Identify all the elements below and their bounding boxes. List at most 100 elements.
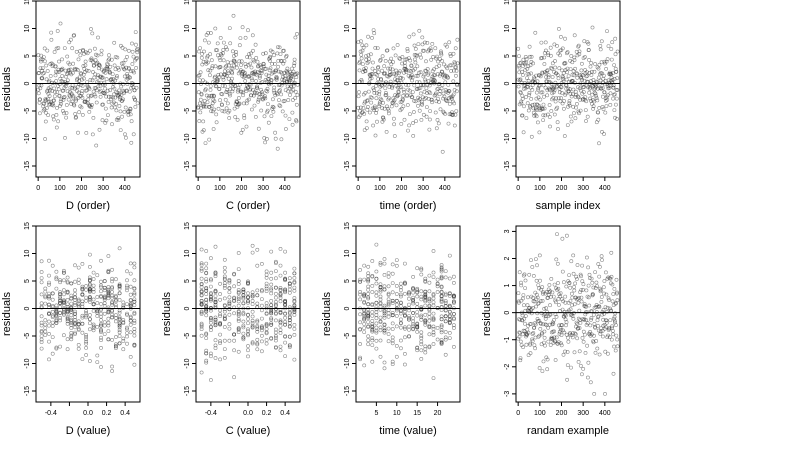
data-point	[596, 328, 601, 333]
data-point	[269, 309, 274, 314]
data-point	[519, 283, 524, 288]
data-point	[132, 88, 137, 93]
x-tick-label: 0.4	[120, 410, 130, 417]
data-point	[273, 295, 278, 300]
data-point	[236, 318, 241, 323]
data-point	[54, 269, 59, 274]
data-point	[524, 342, 529, 347]
data-point	[208, 291, 213, 295]
data-point	[264, 341, 269, 346]
data-point	[209, 58, 214, 63]
data-point	[42, 71, 46, 75]
data-point	[290, 110, 295, 115]
data-point	[117, 341, 122, 346]
data-point	[40, 66, 45, 71]
data-point	[222, 355, 227, 360]
data-point	[119, 84, 124, 89]
data-point	[216, 106, 221, 111]
data-point	[562, 309, 567, 314]
data-point	[431, 249, 436, 253]
data-point	[262, 136, 267, 140]
data-point	[123, 132, 127, 137]
data-point	[543, 113, 548, 118]
data-point	[591, 285, 596, 290]
data-point	[39, 337, 44, 342]
data-point	[125, 283, 129, 288]
data-point	[269, 317, 274, 322]
data-point	[377, 92, 382, 97]
data-point	[86, 97, 91, 102]
data-point	[45, 48, 50, 53]
data-point	[259, 289, 264, 294]
data-point	[382, 309, 387, 314]
data-point	[91, 308, 96, 313]
data-point	[575, 326, 580, 331]
data-point	[435, 54, 439, 59]
data-point	[99, 365, 103, 369]
data-point	[418, 70, 423, 75]
data-point	[88, 94, 93, 99]
data-point	[246, 97, 251, 102]
data-point	[411, 326, 416, 331]
data-point	[423, 298, 428, 303]
data-point	[414, 53, 419, 58]
data-point	[283, 278, 288, 283]
data-point	[386, 326, 391, 331]
data-point	[585, 70, 589, 75]
data-point	[128, 302, 133, 306]
data-point	[542, 306, 547, 311]
data-point	[80, 286, 85, 291]
data-point	[366, 284, 371, 289]
data-point	[278, 330, 283, 335]
data-point	[453, 46, 458, 51]
data-point	[594, 94, 598, 98]
data-point	[358, 312, 363, 317]
data-point	[585, 321, 590, 326]
scatter-points	[196, 13, 300, 151]
data-point	[362, 363, 367, 368]
data-point	[273, 130, 278, 135]
data-point	[278, 291, 283, 296]
data-point	[218, 320, 223, 325]
data-point	[39, 323, 44, 328]
data-point	[273, 269, 278, 274]
data-point	[236, 96, 241, 100]
x-tick-label: 20	[434, 410, 442, 417]
data-point	[586, 295, 591, 300]
data-point	[204, 351, 209, 356]
data-point	[605, 97, 610, 102]
data-point	[431, 342, 436, 346]
y-tick-label: -15	[344, 161, 351, 171]
data-point	[218, 297, 223, 302]
data-point	[407, 88, 412, 93]
data-point	[107, 57, 112, 62]
data-point	[608, 318, 613, 323]
data-point	[222, 265, 227, 270]
data-point	[549, 66, 554, 71]
data-point	[439, 51, 444, 56]
data-point	[362, 277, 367, 282]
data-point	[378, 320, 383, 324]
data-point	[388, 72, 393, 77]
data-point	[390, 359, 395, 364]
scatter-points	[39, 246, 137, 373]
y-tick-label: -5	[344, 333, 351, 339]
data-point	[362, 300, 367, 305]
data-point	[358, 342, 363, 346]
data-point	[422, 97, 427, 101]
data-point	[62, 312, 66, 317]
data-point	[522, 272, 527, 277]
data-point	[201, 59, 206, 64]
data-point	[135, 50, 140, 55]
data-point	[265, 89, 270, 94]
data-point	[611, 332, 616, 337]
data-point	[126, 113, 131, 117]
data-point	[106, 293, 111, 298]
x-tick-label: 0.0	[243, 410, 253, 417]
data-point	[378, 315, 383, 320]
data-point	[584, 318, 589, 323]
data-point	[62, 292, 66, 297]
data-point	[610, 324, 615, 329]
data-point	[565, 123, 570, 128]
data-point	[451, 51, 456, 56]
